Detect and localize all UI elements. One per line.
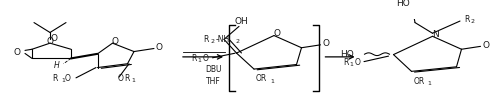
- Text: O: O: [65, 74, 71, 83]
- Text: 1: 1: [350, 62, 354, 67]
- Text: N: N: [432, 30, 439, 39]
- Text: 1: 1: [62, 78, 66, 83]
- Text: HO: HO: [396, 0, 410, 8]
- Text: H: H: [54, 61, 60, 70]
- Text: O: O: [112, 37, 119, 46]
- Text: O: O: [50, 34, 58, 44]
- Text: O: O: [118, 74, 124, 83]
- Text: -NH: -NH: [216, 35, 230, 44]
- Text: OR: OR: [414, 77, 425, 86]
- Text: 1: 1: [198, 58, 202, 63]
- Text: R: R: [203, 35, 208, 44]
- Text: O: O: [322, 39, 329, 48]
- Text: R: R: [464, 15, 469, 24]
- Text: HO: HO: [340, 50, 353, 59]
- Text: OH: OH: [234, 17, 248, 26]
- Text: THF: THF: [206, 77, 220, 86]
- Text: O: O: [482, 41, 489, 50]
- Text: 1: 1: [270, 79, 274, 84]
- Text: R: R: [192, 54, 197, 63]
- Text: O: O: [156, 43, 162, 52]
- Text: O: O: [203, 54, 209, 63]
- Text: OR: OR: [256, 74, 267, 84]
- Text: 2: 2: [235, 39, 239, 44]
- Text: 1: 1: [131, 78, 135, 83]
- Text: 2: 2: [210, 39, 214, 44]
- Text: R: R: [344, 58, 349, 67]
- Text: O: O: [274, 29, 280, 38]
- Text: DBU: DBU: [205, 65, 222, 74]
- Text: O: O: [355, 58, 361, 67]
- Text: O: O: [14, 48, 21, 57]
- Text: R: R: [52, 74, 58, 83]
- Text: R: R: [124, 74, 130, 83]
- Text: 1: 1: [428, 81, 432, 86]
- Text: O: O: [46, 37, 54, 46]
- Text: 2: 2: [470, 19, 474, 24]
